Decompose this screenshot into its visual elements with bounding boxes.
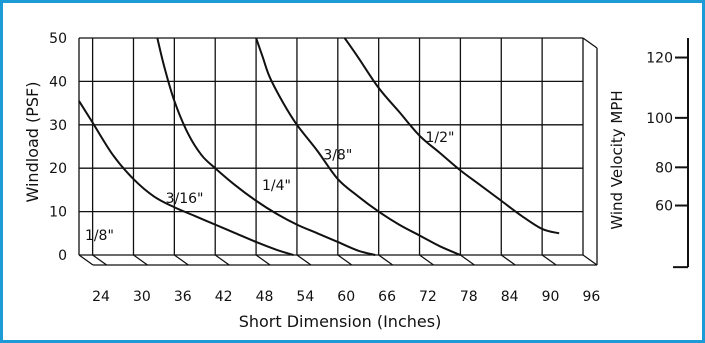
series-label: 1/8" — [85, 228, 114, 244]
x-tick-label: 30 — [133, 289, 151, 305]
x-tick-label: 72 — [419, 289, 437, 305]
depth-edge — [133, 254, 148, 266]
y-axis-label: Windload (PSF) — [23, 82, 42, 203]
series-label: 3/16" — [166, 191, 204, 207]
x-tick-label: 24 — [92, 289, 110, 305]
secondary-tick-label: 80 — [655, 160, 673, 176]
series-line — [343, 37, 560, 235]
secondary-axis: 120 100 80 60 — [646, 38, 689, 269]
depth-edge — [582, 254, 598, 266]
depth-edge — [337, 254, 353, 266]
x-tick-label: 42 — [215, 289, 233, 305]
curve-layer: 1/8" 3/16" 1/4" 3/8" 1/2" — [78, 37, 560, 256]
depth-edge — [419, 254, 434, 266]
depth-edge — [460, 254, 475, 266]
series-label: 1/2" — [425, 130, 454, 146]
series-line — [156, 37, 376, 256]
x-tick-label: 78 — [460, 289, 478, 305]
depth-edge — [255, 254, 271, 266]
plot-grid — [78, 37, 584, 256]
secondary-tick-label: 100 — [646, 111, 673, 127]
y-tick-label: 20 — [49, 161, 67, 177]
depth-edge — [214, 254, 230, 266]
depth-edge — [173, 254, 189, 266]
x-tick-label: 48 — [256, 289, 274, 305]
grid-depth-edges — [78, 37, 598, 266]
x-tick-label: 36 — [174, 289, 192, 305]
series-label: 1/4" — [262, 178, 291, 194]
y-tick-label: 10 — [49, 205, 67, 221]
x-axis-label: Short Dimension (Inches) — [239, 312, 442, 331]
secondary-axis-label: Wind Velocity MPH — [608, 90, 626, 229]
x-tick-label: 84 — [501, 289, 519, 305]
x-tick-labels: 24 30 36 42 48 54 60 66 72 78 84 90 96 — [92, 289, 600, 305]
x-tick-label: 96 — [582, 289, 600, 305]
depth-edge — [92, 254, 107, 266]
y-tick-label: 0 — [58, 248, 67, 264]
x-tick-label: 60 — [337, 289, 355, 305]
y-tick-label: 50 — [49, 31, 67, 47]
depth-edge — [78, 254, 94, 266]
side-top-edge — [582, 37, 598, 49]
x-tick-label: 66 — [378, 289, 396, 305]
depth-edge — [296, 254, 312, 266]
depth-edge — [541, 254, 557, 266]
x-tick-label: 90 — [542, 289, 560, 305]
series-line — [255, 37, 461, 256]
series-label: 3/8" — [323, 148, 352, 164]
depth-edge — [378, 254, 394, 266]
y-tick-labels: 0 10 20 30 40 50 — [49, 31, 67, 264]
secondary-tick-label: 120 — [646, 51, 673, 67]
x-tick-label: 54 — [296, 289, 314, 305]
y-tick-label: 30 — [49, 118, 67, 134]
y-tick-label: 40 — [49, 74, 67, 90]
series-line — [78, 100, 294, 256]
depth-edge — [500, 254, 516, 266]
secondary-tick-label: 60 — [655, 199, 673, 215]
